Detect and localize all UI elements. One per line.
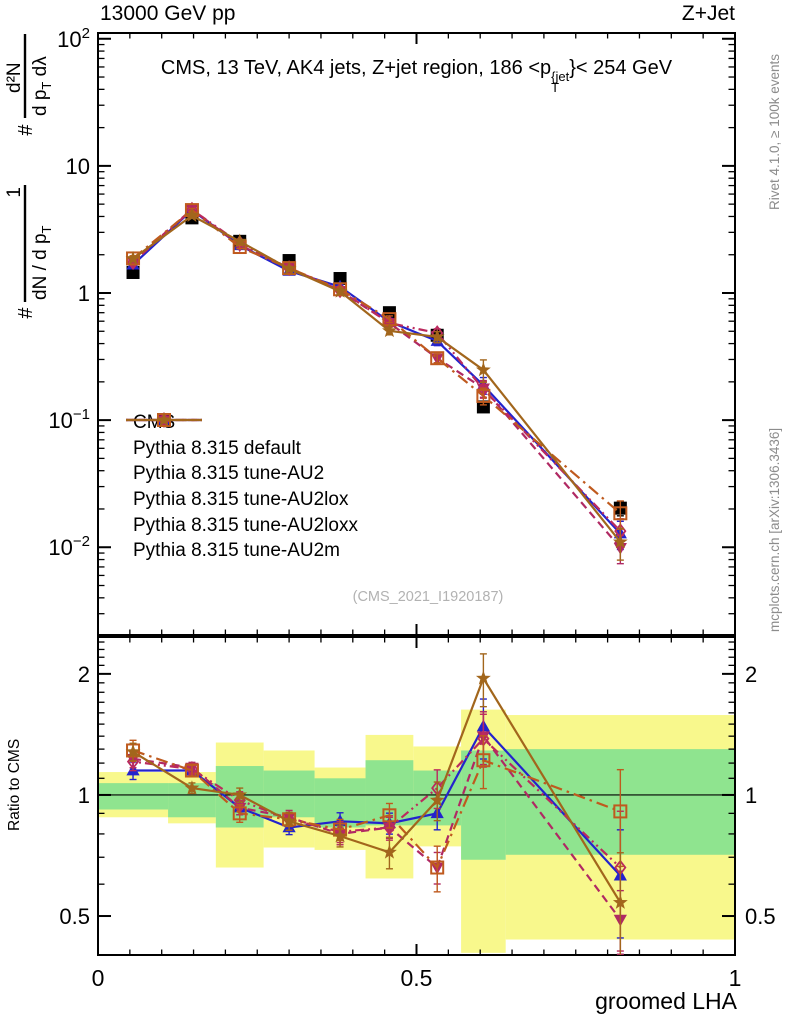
plot-title-pt-stack: {jet T (551, 69, 570, 95)
plot-title-suffix: }< 254 GeV (569, 57, 673, 79)
main-y-tick-label: 1 (78, 281, 90, 306)
marker-star-filled (232, 787, 248, 802)
marker-diamond-open (383, 819, 396, 836)
ratio-y-axis-label: Ratio to CMS (6, 739, 23, 831)
marker-star-filled (612, 894, 628, 909)
marker-square-open (184, 763, 199, 778)
ylabel-hash-2: # (15, 124, 37, 136)
uncertainty-bands (98, 709, 735, 953)
legend-label: Pythia 8.315 tune-AU2lox (133, 488, 349, 510)
plot-title: CMS, 13 TeV, AK4 jets, Z+jet region, 186… (98, 57, 735, 93)
axes-and-ticks (97, 32, 736, 956)
ratio-y-tick-label-right: 1 (745, 783, 757, 808)
marker-star-filled (382, 323, 397, 338)
marker-star-filled (281, 813, 297, 828)
ratio-y-tick-label-right: 0.5 (745, 904, 776, 929)
marker-square-open (382, 808, 397, 823)
process-label: Z+Jet (681, 2, 735, 25)
marker-star-filled (184, 780, 200, 795)
marker-star-filled (475, 670, 491, 685)
plot-title-prefix: CMS, 13 TeV, AK4 jets, Z+jet region, 186… (160, 57, 552, 79)
x-tick-label: 1 (729, 965, 742, 991)
marker-square-filled (476, 400, 490, 414)
marker-square-open (430, 351, 445, 366)
main-y-tick-label: 102 (57, 25, 90, 52)
legend-item-pythia-default: Pythia 8.315 default (124, 413, 358, 462)
legend: CMS Pythia 8.315 default Pythia 8.315 tu… (124, 410, 358, 564)
ylabel-frac2-numerator: d²N (4, 62, 25, 93)
marker-star-filled (156, 412, 172, 427)
marker-square-open (476, 753, 491, 768)
legend-label: Pythia 8.315 tune-AU2loxx (133, 514, 358, 536)
ratio-y-tick-label: 2 (78, 662, 90, 687)
marker-star-filled (281, 261, 297, 276)
marker-star-filled (429, 792, 445, 807)
legend-item-pythia-au2loxx: Pythia 8.315 tune-AU2loxx (124, 413, 358, 539)
legend-label: Pythia 8.315 tune-AU2m (133, 540, 341, 562)
marker-square-open (430, 860, 445, 875)
legend-item-pythia-au2: Pythia 8.315 tune-AU2 (124, 415, 358, 487)
marker-square-open (232, 806, 247, 821)
plot-title-superscript: {jet (551, 69, 570, 84)
marker-star-filled (382, 844, 397, 859)
main-y-tick-label: 10−1 (48, 406, 90, 433)
ylabel-frac1-numerator: 1 (4, 187, 25, 198)
ylabel-hash-1: # (15, 307, 37, 319)
marker-star-filled (232, 233, 248, 248)
green-uncertainty-band (98, 783, 169, 810)
marker-star-filled (612, 534, 628, 549)
marker-star-filled (125, 744, 141, 759)
ratio-y-tick-label-right: 2 (745, 662, 757, 687)
marker-square-open (613, 506, 628, 521)
green-uncertainty-band (263, 770, 315, 818)
ratio-y-tick-label: 0.5 (59, 904, 90, 929)
main-y-axis-label: # 1 dN / d pT # d²N d pT dλ (4, 34, 54, 319)
marker-diamond-open (126, 254, 140, 271)
marker-star-filled (429, 329, 445, 344)
x-tick-label: 0.5 (401, 965, 433, 991)
ylabel-frac2-denominator: d pT dλ (30, 56, 54, 116)
marker-star-filled (332, 283, 348, 298)
marker-square-filled (333, 272, 347, 286)
legend-marker-line-star-icon (126, 412, 202, 427)
legend-label: Pythia 8.315 default (133, 437, 301, 459)
main-panel-data (125, 201, 628, 565)
x-axis-title: groomed LHA (595, 988, 738, 1014)
mcplots-credit-text: mcplots.cern.ch [arXiv:1306.3436] (767, 428, 782, 632)
marker-star-filled (332, 828, 348, 843)
analysis-id-watermark: (CMS_2021_I1920187) (352, 589, 504, 605)
legend-label: Pythia 8.315 tune-AU2 (133, 463, 325, 485)
tick-labels: 102 10 1 10−1 10−2 2 2 1 1 0.5 0.5 0 0.5 1 (48, 25, 775, 991)
rivet-version-text: Rivet 4.1.0, ≥ 100k events (767, 54, 782, 210)
main-y-tick-label: 10 (66, 154, 90, 179)
marker-star-filled (475, 362, 491, 377)
marker-star-filled (125, 250, 141, 266)
marker-square-open (476, 388, 491, 403)
legend-item-pythia-au2m: Pythia 8.315 tune-AU2m (124, 412, 358, 564)
legend-item-pythia-au2lox: Pythia 8.315 tune-AU2lox (124, 412, 358, 513)
marker-star-filled (184, 207, 200, 222)
main-y-tick-label: 10−2 (48, 533, 90, 560)
marker-square-open (613, 804, 628, 819)
plot-title-subscript: T (551, 79, 560, 95)
ylabel-frac1-denominator: dN / d pT (30, 225, 54, 300)
beam-energy-label: 13000 GeV pp (100, 2, 236, 25)
ratio-y-tick-label: 1 (78, 783, 90, 808)
x-tick-label: 0 (92, 965, 105, 991)
ratio-panel-data (98, 653, 735, 955)
marker-diamond-open (126, 753, 140, 770)
